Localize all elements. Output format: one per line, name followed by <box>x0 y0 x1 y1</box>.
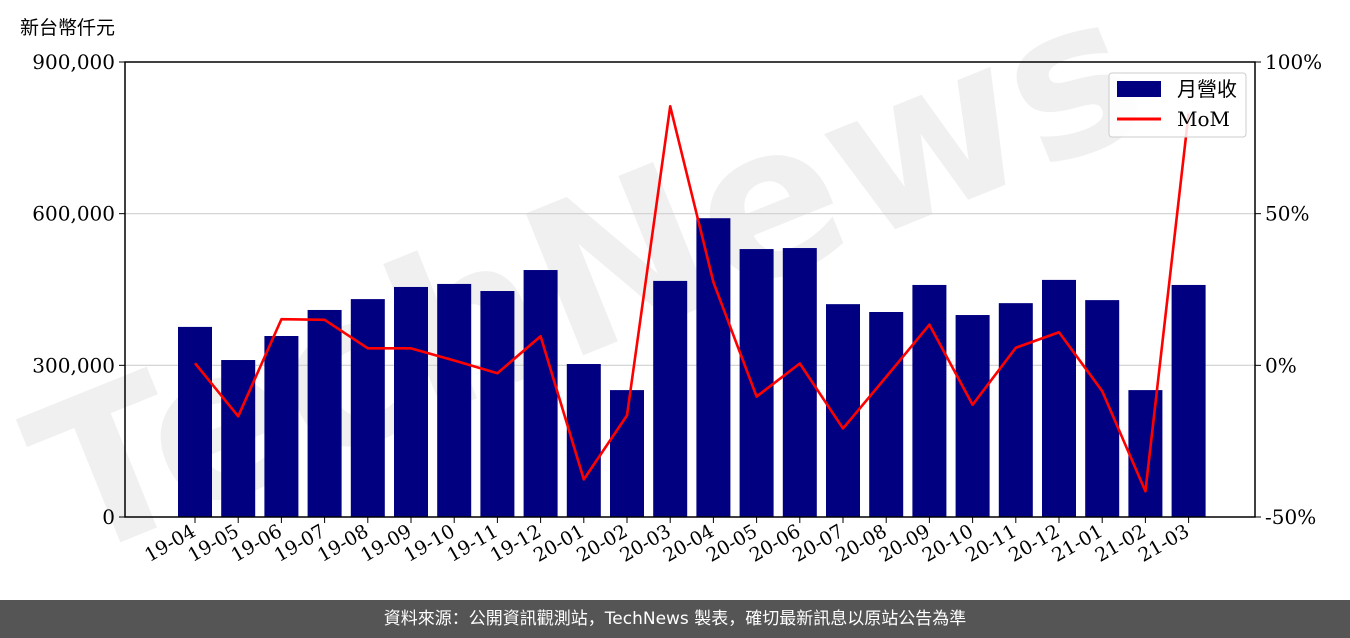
legend-label-mom: MoM <box>1177 107 1230 131</box>
plot-frame <box>124 61 1256 518</box>
y-left-tick-label: 0 <box>102 505 115 529</box>
y-left-tick-label: 900,000 <box>32 50 115 74</box>
y-right-tick-label: 50% <box>1265 202 1309 226</box>
bar-21-02 <box>1128 390 1163 517</box>
source-footer: 資料來源：公開資訊觀測站，TechNews 製表，確切最新訊息以原站公告為準 <box>0 600 1350 638</box>
bar-20-09 <box>912 284 947 517</box>
chart: TechNews0300,000600,000900,000-50%0%50%1… <box>0 0 1322 600</box>
bar-19-05 <box>221 360 256 517</box>
bar-19-04 <box>178 326 212 517</box>
y-right-tick-label: 0% <box>1265 353 1297 377</box>
legend-swatch-bar <box>1117 81 1161 97</box>
mom-line <box>193 104 1190 493</box>
bar-21-01 <box>1085 300 1120 517</box>
bar-19-12 <box>523 270 558 517</box>
bar-19-09 <box>394 286 428 517</box>
y-right-tick-label: -50% <box>1265 505 1316 529</box>
bar-20-08 <box>869 311 904 517</box>
bar-19-08 <box>350 299 385 517</box>
legend-label-revenue: 月營收 <box>1177 77 1237 101</box>
bar-19-06 <box>264 336 299 517</box>
bar-20-11 <box>998 303 1033 517</box>
bar-20-12 <box>1042 279 1076 517</box>
x-tick-label: 21-03 <box>1135 520 1193 566</box>
y-left-tick-label: 300,000 <box>32 353 115 377</box>
bar-20-04 <box>696 218 731 517</box>
bar-19-10 <box>437 283 472 517</box>
y-left-unit-label: 新台幣仟元 <box>20 17 115 39</box>
bar-19-11 <box>480 291 515 517</box>
y-left-tick-label: 600,000 <box>32 202 115 226</box>
bar-19-07 <box>307 309 342 517</box>
bar-21-03 <box>1171 284 1206 517</box>
bar-20-10 <box>955 315 990 517</box>
bar-20-03 <box>653 280 688 517</box>
y-right-tick-label: 100% <box>1265 50 1322 74</box>
bar-20-05 <box>739 249 774 518</box>
